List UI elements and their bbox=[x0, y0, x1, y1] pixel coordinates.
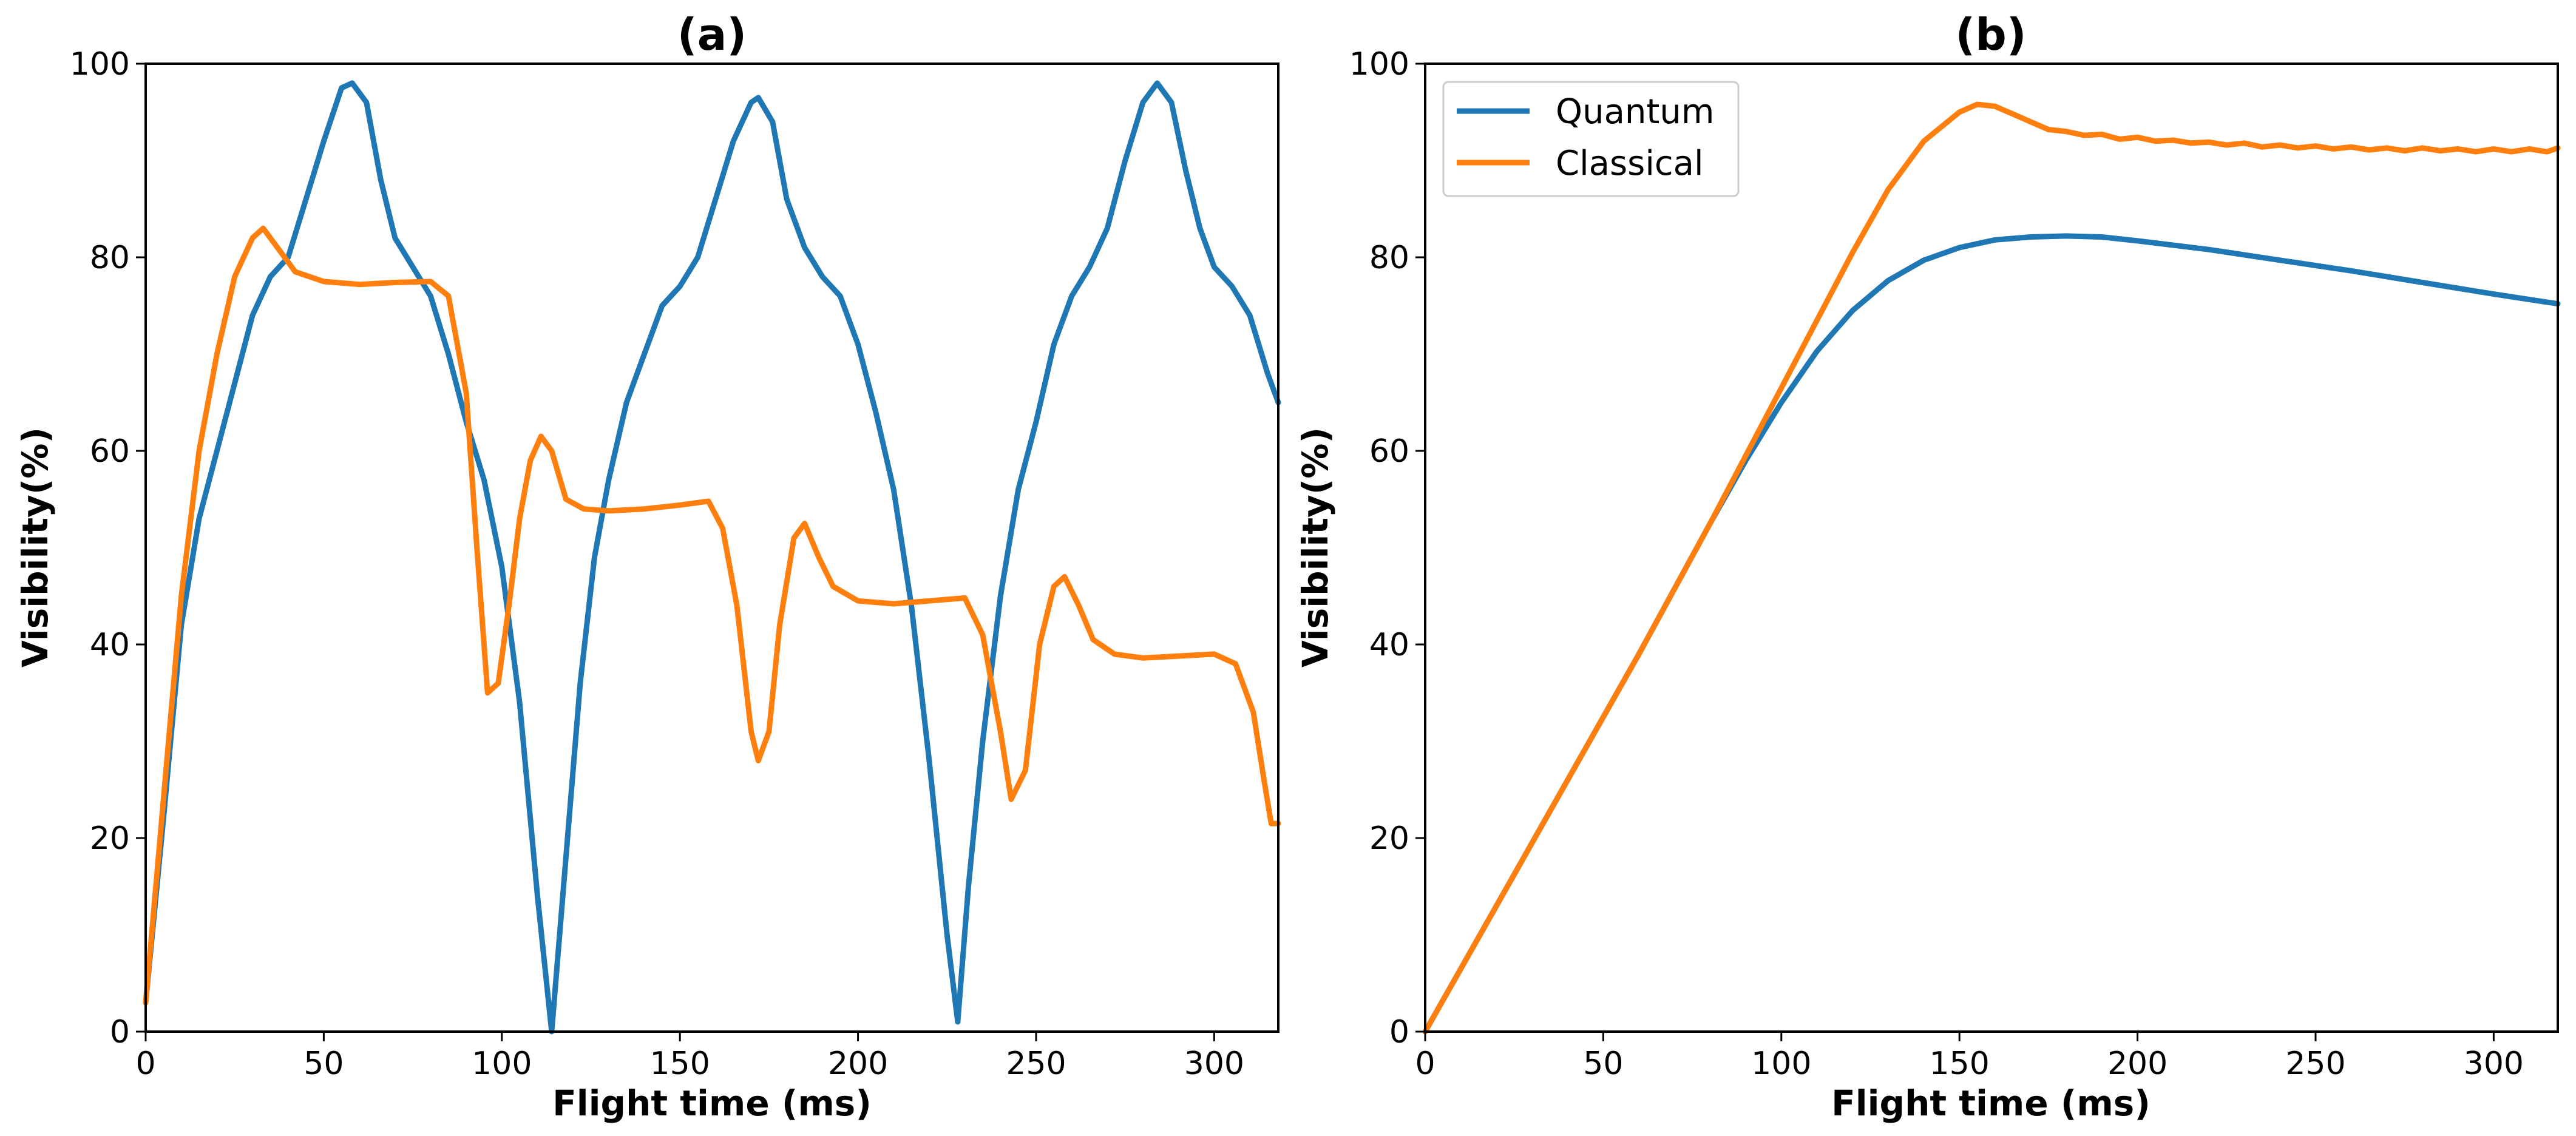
panel-a-y-tick-label: 100 bbox=[70, 46, 130, 83]
panel-b-y-tick-label: 80 bbox=[1369, 240, 1409, 276]
panel-a-y-label: Visibility(%) bbox=[15, 427, 56, 668]
panel-a-series-quantum bbox=[143, 80, 1281, 1035]
panel-b-y-tick-label: 60 bbox=[1369, 433, 1409, 470]
panel-a-x-ticks: 0 50 100 150 200 250 300 bbox=[135, 1032, 1244, 1082]
legend-label-classical: Classical bbox=[1556, 144, 1704, 183]
panel-a-y-tick-label: 40 bbox=[90, 627, 130, 663]
panel-b-y-ticks: 0 20 40 60 80 100 bbox=[1349, 46, 1425, 1050]
panel-b: (b) 0 50 100 150 200 250 300 0 20 40 60 80 100 Flig… bbox=[1295, 9, 2561, 1124]
panel-b-y-tick-label: 0 bbox=[1389, 1014, 1409, 1050]
panel-b-title: (b) bbox=[1955, 9, 2026, 60]
panel-a-y-tick-label: 60 bbox=[90, 433, 130, 470]
panel-a-series-classical bbox=[143, 225, 1281, 1006]
panel-a-y-tick-label: 20 bbox=[90, 820, 130, 857]
panel-b-x-tick-label: 100 bbox=[1751, 1046, 1811, 1082]
panel-b-y-tick-label: 100 bbox=[1349, 46, 1409, 83]
panel-a-x-tick-label: 300 bbox=[1184, 1046, 1244, 1082]
panel-b-x-tick-label: 0 bbox=[1415, 1046, 1435, 1082]
panel-a-x-tick-label: 200 bbox=[828, 1046, 888, 1082]
panel-b-plot-area bbox=[1422, 63, 2561, 1035]
panel-a-x-tick-label: 100 bbox=[472, 1046, 532, 1082]
panel-b-series-classical bbox=[1422, 101, 2561, 1035]
panel-a-x-tick-label: 0 bbox=[135, 1046, 155, 1082]
panel-a-x-tick-label: 250 bbox=[1006, 1046, 1066, 1082]
panel-a-y-tick-label: 0 bbox=[110, 1014, 130, 1050]
panel-b-x-tick-label: 300 bbox=[2464, 1046, 2524, 1082]
panel-a-plot-area bbox=[143, 63, 1281, 1035]
panel-a: (a) 0 50 100 150 200 250 300 0 20 40 60 80 100 Flig… bbox=[15, 9, 1281, 1124]
panel-b-x-tick-label: 200 bbox=[2107, 1046, 2168, 1082]
panel-b-x-tick-label: 150 bbox=[1930, 1046, 1990, 1082]
legend: Quantum Classical bbox=[1442, 81, 1740, 197]
legend-label-quantum: Quantum bbox=[1556, 92, 1714, 132]
panel-a-x-tick-label: 50 bbox=[303, 1046, 344, 1082]
panel-a-y-ticks: 0 20 40 60 80 100 bbox=[70, 46, 146, 1050]
panel-a-y-tick-label: 80 bbox=[90, 240, 130, 276]
panel-b-x-label: Flight time (ms) bbox=[1831, 1083, 2151, 1124]
panel-a-frame bbox=[144, 63, 1280, 1033]
panel-a-x-label: Flight time (ms) bbox=[552, 1083, 872, 1124]
panel-b-y-tick-label: 20 bbox=[1369, 820, 1409, 857]
panel-b-y-tick-label: 40 bbox=[1369, 627, 1409, 663]
panel-b-x-tick-label: 250 bbox=[2285, 1046, 2345, 1082]
panel-a-x-tick-label: 150 bbox=[650, 1046, 710, 1082]
panel-b-frame bbox=[1424, 63, 2559, 1033]
panel-b-x-tick-label: 50 bbox=[1583, 1046, 1623, 1082]
panel-a-title: (a) bbox=[677, 9, 747, 60]
panel-b-x-ticks: 0 50 100 150 200 250 300 bbox=[1415, 1032, 2524, 1082]
panel-a-series bbox=[143, 80, 1281, 1035]
panel-b-y-label: Visibility(%) bbox=[1295, 427, 1336, 668]
panel-b-series bbox=[1422, 101, 2561, 1035]
